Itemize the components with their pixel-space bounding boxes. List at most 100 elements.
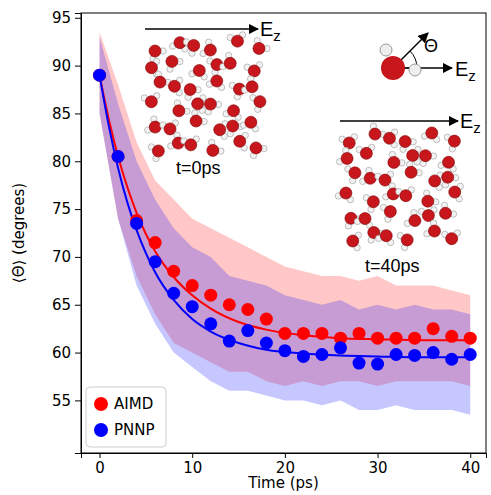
annotation-text: E — [260, 18, 273, 40]
oxygen-atom — [426, 127, 438, 139]
annotation: Θ — [424, 36, 438, 56]
y-tick-label: 95 — [52, 9, 71, 27]
plot-frame — [81, 13, 486, 453]
oxygen-atom — [228, 105, 240, 117]
field-arrow — [340, 120, 458, 122]
oxygen-atom — [250, 142, 262, 154]
data-point — [315, 348, 328, 361]
hydrogen-atom — [409, 64, 421, 76]
y-axis-title: ⟨Θ⟩ (degrees) — [10, 183, 28, 283]
data-point — [186, 300, 199, 313]
annotation: t=40ps — [365, 256, 420, 276]
oxygen-atom — [364, 172, 376, 184]
oxygen-atom — [448, 135, 460, 147]
y-tick-mark — [75, 161, 81, 162]
oxygen-atom — [152, 145, 164, 157]
y-tick-label: 70 — [52, 248, 71, 266]
data-point — [260, 313, 273, 326]
oxygen-atom — [400, 190, 412, 202]
oxygen-atom — [184, 84, 196, 96]
data-point — [464, 348, 477, 361]
data-point — [445, 330, 458, 343]
data-point — [464, 332, 477, 345]
oxygen-atom — [359, 213, 371, 225]
data-point — [427, 346, 440, 359]
oxygen-atom — [388, 156, 400, 168]
data-point — [223, 298, 236, 311]
data-point — [353, 357, 366, 370]
oxygen-atom — [253, 42, 265, 54]
oxygen-atom — [446, 233, 458, 245]
data-point — [334, 341, 347, 354]
y-tick-label: 65 — [52, 296, 71, 314]
oxygen-atom — [369, 128, 381, 140]
y-tick-mark — [75, 305, 81, 306]
data-point — [260, 337, 273, 350]
annotation-subscript: z — [273, 27, 281, 44]
legend-label: AIMD — [114, 395, 153, 413]
oxygen-atom — [154, 76, 166, 88]
oxygen-atom — [188, 39, 200, 51]
data-point — [278, 344, 291, 357]
oxygen-atom — [192, 98, 204, 110]
y-tick: 95 — [52, 9, 81, 27]
annotation: Ez — [460, 110, 481, 136]
inset-background — [340, 128, 460, 246]
oxygen-atom — [409, 215, 421, 227]
oxygen-atom — [173, 105, 185, 117]
oxygen-atom — [405, 166, 417, 178]
y-tick-mark — [75, 209, 81, 210]
oxygen-atom — [168, 80, 180, 92]
data-point — [223, 335, 236, 348]
data-point — [427, 322, 440, 335]
y-tick-mark — [75, 257, 81, 258]
x-tick-mark — [378, 453, 379, 458]
y-tick: 70 — [52, 248, 81, 266]
data-point — [112, 150, 125, 163]
oxygen-atom — [440, 207, 452, 219]
data-point — [297, 327, 310, 340]
fit-line — [100, 75, 471, 357]
oxygen-atom — [149, 45, 161, 57]
y-tick-label: 75 — [52, 200, 71, 218]
oxygen-atom — [246, 81, 258, 93]
annotation-text: Θ — [424, 36, 438, 56]
x-tick-label: 10 — [183, 459, 202, 477]
inset-art — [141, 29, 463, 251]
y-tick-label: 55 — [52, 392, 71, 410]
data-point — [241, 303, 254, 316]
data-point — [408, 332, 421, 345]
oxygen-atom — [145, 96, 157, 108]
spread-band — [100, 37, 471, 415]
oxygen-atom — [341, 152, 353, 164]
oxygen-atom — [185, 139, 197, 151]
oxygen-atom — [207, 144, 219, 156]
legend-label: PNNP — [114, 421, 155, 439]
oxygen-atom — [340, 187, 352, 199]
oxygen-atom — [227, 120, 239, 132]
oxygen-atom — [224, 57, 236, 69]
oxygen-atom — [367, 196, 379, 208]
annotation-text: E — [460, 110, 473, 132]
data-point — [408, 349, 421, 362]
oxygen-atom — [360, 147, 372, 159]
y-tick: 55 — [52, 392, 81, 410]
oxygen-atom — [248, 65, 260, 77]
y-tick-label: 90 — [52, 57, 71, 75]
x-tick-mark — [470, 453, 471, 458]
x-tick-label: 30 — [369, 459, 388, 477]
y-tick-mark — [75, 66, 81, 67]
data-point — [204, 317, 217, 330]
data-point — [186, 279, 199, 292]
oxygen-atom — [380, 230, 392, 242]
oxygen-atom — [234, 135, 246, 147]
oxygen-atom — [443, 156, 455, 168]
data-point — [390, 348, 403, 361]
y-tick-mark — [75, 113, 81, 114]
annotation-subscript: z — [473, 119, 481, 136]
data-point — [353, 327, 366, 340]
oxygen-atom — [254, 96, 266, 108]
annotation-subscript: z — [468, 67, 476, 84]
oxygen-atom — [166, 55, 178, 67]
annotation-text: E — [455, 58, 468, 80]
